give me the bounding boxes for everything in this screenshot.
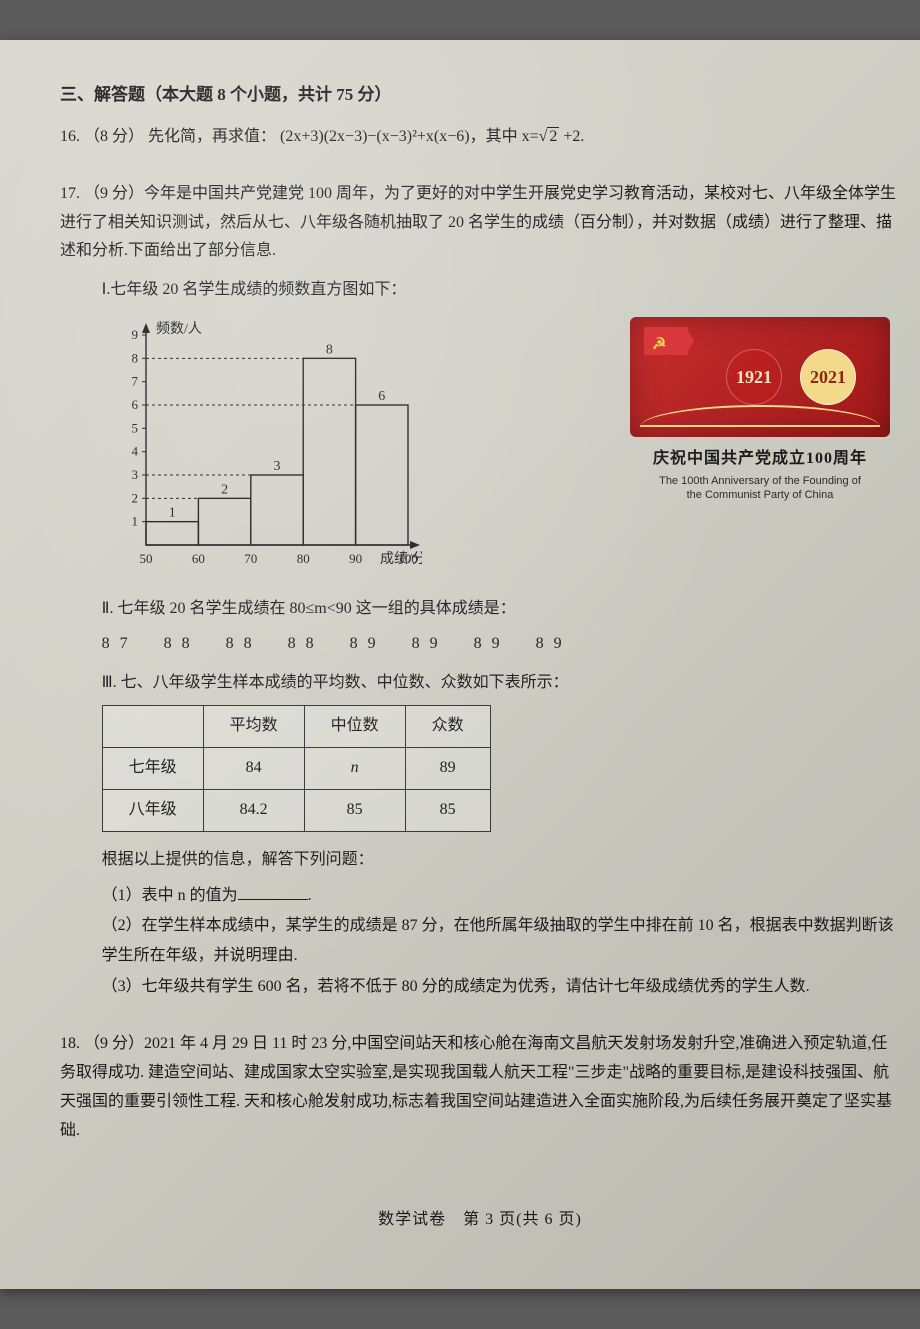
badge-year-left: 1921 <box>726 349 782 405</box>
table-header <box>102 706 203 748</box>
table-cell: 85 <box>405 789 490 831</box>
q18-para: 2021 年 4 月 29 日 11 时 23 分,中国空间站天和核心舱在海南文… <box>60 1035 892 1138</box>
svg-text:3: 3 <box>273 459 280 474</box>
badge-image: ☭ 1921 2021 <box>630 317 890 437</box>
badge-year-right: 2021 <box>800 349 856 405</box>
table-row: 八年级84.28585 <box>102 789 490 831</box>
table-header: 平均数 <box>203 706 304 748</box>
q17-sub2: （2）在学生样本成绩中，某学生的成绩是 87 分，在他所属年级抽取的学生中排在前… <box>60 911 900 972</box>
svg-text:8: 8 <box>131 350 138 365</box>
table-cell: 八年级 <box>102 789 203 831</box>
svg-text:90: 90 <box>349 551 362 566</box>
blank-input[interactable] <box>238 899 308 900</box>
svg-text:6: 6 <box>378 389 385 404</box>
exam-page: 三、解答题（本大题 8 个小题，共计 75 分） 16. （8 分） 先化简，再… <box>0 40 920 1289</box>
q17-score-list: 87 88 88 88 89 89 89 89 <box>60 630 900 659</box>
svg-text:50: 50 <box>139 551 152 566</box>
question-17: 17. （9 分）今年是中国共产党建党 100 周年，为了更好的对中学生开展党史… <box>60 180 900 1002</box>
svg-text:成绩/分: 成绩/分 <box>380 551 422 567</box>
table-cell: 89 <box>405 748 490 790</box>
q18-number: 18. <box>60 1035 80 1052</box>
badge-title: 庆祝中国共产党成立100周年 <box>620 445 900 474</box>
q17-sub1: （1）表中 n 的值为. <box>60 881 900 911</box>
page-footer: 数学试卷 第 3 页(共 6 页) <box>60 1205 900 1229</box>
q16-tail: +2. <box>559 128 584 145</box>
svg-text:频数/人: 频数/人 <box>156 321 202 337</box>
q17-points: （9 分） <box>84 185 144 202</box>
q17-para: 今年是中国共产党建党 100 周年，为了更好的对中学生开展党史学习教育活动，某校… <box>60 185 896 260</box>
svg-text:5: 5 <box>131 420 138 435</box>
q16-number: 16. <box>60 128 80 145</box>
svg-text:60: 60 <box>191 551 204 566</box>
svg-text:8: 8 <box>325 342 332 357</box>
svg-text:2: 2 <box>131 490 138 505</box>
table-header: 中位数 <box>304 706 405 748</box>
q17-sub1-label: （1）表中 n 的值为 <box>102 887 238 904</box>
histogram-chart: 123456789506070809010012386频数/人成绩/分 <box>60 317 422 577</box>
badge-sub2: the Communist Party of China <box>620 488 900 502</box>
q17-part1-heading: Ⅰ.七年级 20 名学生成绩的频数直方图如下： <box>60 276 900 305</box>
table-header: 众数 <box>405 706 490 748</box>
svg-text:2: 2 <box>221 482 228 497</box>
q16-lead: 先化简，再求值： <box>148 128 276 145</box>
q17-number: 17. <box>60 185 80 202</box>
table-cell: n <box>304 748 405 790</box>
question-16: 16. （8 分） 先化简，再求值： (2x+3)(2x−3)−(x−3)²+x… <box>60 123 900 152</box>
q17-sub3: （3）七年级共有学生 600 名，若将不低于 80 分的成绩定为优秀，请估计七年… <box>60 972 900 1002</box>
q17-sub1-tail: . <box>308 887 312 904</box>
svg-text:70: 70 <box>244 551 257 566</box>
svg-text:9: 9 <box>131 327 138 342</box>
svg-text:3: 3 <box>131 467 138 482</box>
q17-part2-heading: Ⅱ. 七年级 20 名学生成绩在 80≤m<90 这一组的具体成绩是： <box>60 595 900 624</box>
svg-text:7: 7 <box>131 374 138 389</box>
table-cell: 84.2 <box>203 789 304 831</box>
table-row: 七年级84n89 <box>102 748 490 790</box>
q18-points: （9 分） <box>84 1035 144 1052</box>
svg-text:1: 1 <box>168 506 175 521</box>
q17-part3-heading: Ⅲ. 七、八年级学生样本成绩的平均数、中位数、众数如下表所示： <box>60 669 900 698</box>
question-18: 18. （9 分）2021 年 4 月 29 日 11 时 23 分,中国空间站… <box>60 1030 900 1145</box>
histogram-svg: 123456789506070809010012386频数/人成绩/分 <box>102 317 422 577</box>
badge-sub1: The 100th Anniversary of the Founding of <box>620 474 900 488</box>
hammer-sickle-icon: ☭ <box>652 331 666 360</box>
svg-text:80: 80 <box>296 551 309 566</box>
stats-table: 平均数中位数众数 七年级84n89八年级84.28585 <box>102 705 491 831</box>
section-title: 三、解答题（本大题 8 个小题，共计 75 分） <box>60 80 900 105</box>
table-cell: 85 <box>304 789 405 831</box>
svg-text:1: 1 <box>131 514 138 529</box>
q16-sqrt: 2 <box>547 127 559 145</box>
svg-text:4: 4 <box>131 444 138 459</box>
ribbon-icon <box>640 405 880 427</box>
anniversary-badge: ☭ 1921 2021 庆祝中国共产党成立100周年 The 100th Ann… <box>620 317 900 502</box>
table-cell: 七年级 <box>102 748 203 790</box>
svg-text:6: 6 <box>131 397 138 412</box>
q17-prompt: 根据以上提供的信息，解答下列问题： <box>60 846 900 875</box>
table-cell: 84 <box>203 748 304 790</box>
q16-expr: (2x+3)(2x−3)−(x−3)²+x(x−6)，其中 x= <box>280 128 539 145</box>
q16-points: （8 分） <box>84 128 144 145</box>
